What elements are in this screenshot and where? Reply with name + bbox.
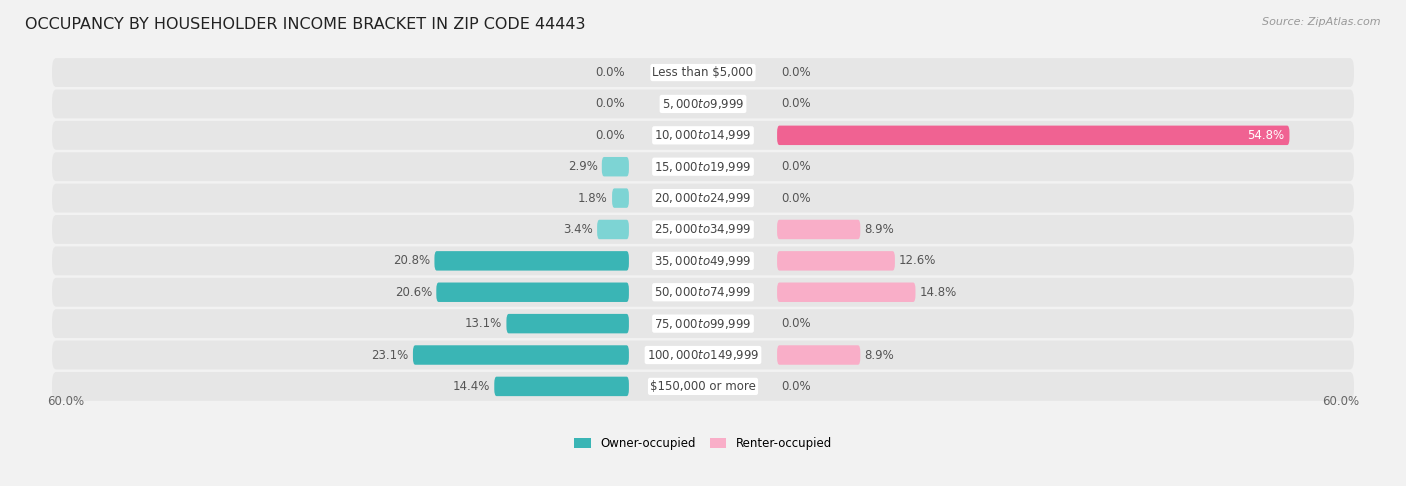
Text: 0.0%: 0.0% bbox=[595, 66, 624, 79]
Text: $25,000 to $34,999: $25,000 to $34,999 bbox=[654, 223, 752, 237]
FancyBboxPatch shape bbox=[52, 152, 1354, 181]
Text: 12.6%: 12.6% bbox=[898, 254, 936, 267]
Text: 3.4%: 3.4% bbox=[564, 223, 593, 236]
Text: $75,000 to $99,999: $75,000 to $99,999 bbox=[654, 316, 752, 330]
FancyBboxPatch shape bbox=[602, 157, 628, 176]
FancyBboxPatch shape bbox=[434, 251, 628, 271]
Text: 0.0%: 0.0% bbox=[595, 129, 624, 142]
Text: $50,000 to $74,999: $50,000 to $74,999 bbox=[654, 285, 752, 299]
Text: Source: ZipAtlas.com: Source: ZipAtlas.com bbox=[1263, 17, 1381, 27]
FancyBboxPatch shape bbox=[52, 184, 1354, 212]
Text: 2.9%: 2.9% bbox=[568, 160, 598, 173]
FancyBboxPatch shape bbox=[778, 220, 860, 239]
Text: 13.1%: 13.1% bbox=[465, 317, 502, 330]
Text: 0.0%: 0.0% bbox=[595, 97, 624, 110]
FancyBboxPatch shape bbox=[778, 345, 860, 364]
FancyBboxPatch shape bbox=[52, 278, 1354, 307]
FancyBboxPatch shape bbox=[52, 341, 1354, 369]
Text: 0.0%: 0.0% bbox=[782, 380, 811, 393]
Text: 0.0%: 0.0% bbox=[782, 66, 811, 79]
FancyBboxPatch shape bbox=[506, 314, 628, 333]
FancyBboxPatch shape bbox=[598, 220, 628, 239]
Text: 0.0%: 0.0% bbox=[782, 160, 811, 173]
Text: 60.0%: 60.0% bbox=[46, 395, 84, 408]
Text: 14.4%: 14.4% bbox=[453, 380, 491, 393]
Legend: Owner-occupied, Renter-occupied: Owner-occupied, Renter-occupied bbox=[569, 432, 837, 454]
Text: 1.8%: 1.8% bbox=[578, 191, 607, 205]
Text: 54.8%: 54.8% bbox=[1247, 129, 1284, 142]
Text: $150,000 or more: $150,000 or more bbox=[650, 380, 756, 393]
Text: $15,000 to $19,999: $15,000 to $19,999 bbox=[654, 160, 752, 174]
Text: 20.6%: 20.6% bbox=[395, 286, 432, 299]
Text: 60.0%: 60.0% bbox=[1322, 395, 1360, 408]
FancyBboxPatch shape bbox=[612, 189, 628, 208]
Text: 23.1%: 23.1% bbox=[371, 348, 409, 362]
FancyBboxPatch shape bbox=[778, 282, 915, 302]
FancyBboxPatch shape bbox=[495, 377, 628, 396]
FancyBboxPatch shape bbox=[52, 121, 1354, 150]
Text: $10,000 to $14,999: $10,000 to $14,999 bbox=[654, 128, 752, 142]
Text: $5,000 to $9,999: $5,000 to $9,999 bbox=[662, 97, 744, 111]
Text: 8.9%: 8.9% bbox=[865, 348, 894, 362]
Text: 20.8%: 20.8% bbox=[394, 254, 430, 267]
FancyBboxPatch shape bbox=[52, 89, 1354, 119]
FancyBboxPatch shape bbox=[413, 345, 628, 364]
Text: $20,000 to $24,999: $20,000 to $24,999 bbox=[654, 191, 752, 205]
FancyBboxPatch shape bbox=[778, 251, 894, 271]
FancyBboxPatch shape bbox=[52, 372, 1354, 401]
FancyBboxPatch shape bbox=[52, 58, 1354, 87]
Text: 14.8%: 14.8% bbox=[920, 286, 957, 299]
Text: 0.0%: 0.0% bbox=[782, 191, 811, 205]
FancyBboxPatch shape bbox=[778, 125, 1289, 145]
Text: 0.0%: 0.0% bbox=[782, 317, 811, 330]
Text: $100,000 to $149,999: $100,000 to $149,999 bbox=[647, 348, 759, 362]
Text: OCCUPANCY BY HOUSEHOLDER INCOME BRACKET IN ZIP CODE 44443: OCCUPANCY BY HOUSEHOLDER INCOME BRACKET … bbox=[25, 17, 586, 32]
Text: 0.0%: 0.0% bbox=[782, 97, 811, 110]
Text: 8.9%: 8.9% bbox=[865, 223, 894, 236]
Text: Less than $5,000: Less than $5,000 bbox=[652, 66, 754, 79]
Text: $35,000 to $49,999: $35,000 to $49,999 bbox=[654, 254, 752, 268]
FancyBboxPatch shape bbox=[436, 282, 628, 302]
FancyBboxPatch shape bbox=[52, 215, 1354, 244]
FancyBboxPatch shape bbox=[52, 246, 1354, 275]
FancyBboxPatch shape bbox=[52, 309, 1354, 338]
